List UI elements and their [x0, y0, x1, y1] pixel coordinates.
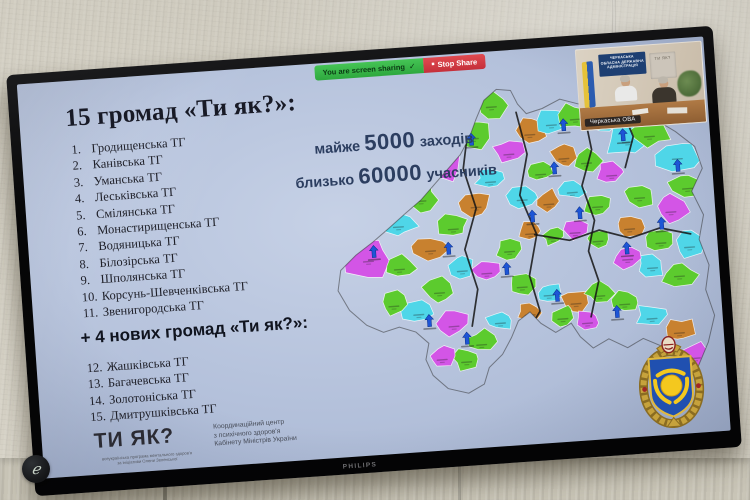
participant-marker-icon [551, 288, 565, 305]
participant-marker-icon [442, 241, 456, 258]
participant-marker-icon [620, 241, 634, 258]
participant-marker-icon [526, 209, 540, 226]
stat-number: 60000 [357, 159, 423, 189]
administration-sign: ЧЕРКАСЬКА ОБЛАСНА ДЕРЖАВНА АДМІНІСТРАЦІЯ [598, 51, 647, 77]
list-item-number: 13. [87, 376, 105, 392]
participant-marker-icon [465, 132, 479, 149]
list-item-number: 1. [71, 142, 82, 157]
screen-sharing-label: You are screen sharing [322, 62, 406, 78]
tv-brand-logo: PHILIPS [342, 461, 378, 471]
video-call-thumbnail[interactable]: ЧЕРКАСЬКА ОБЛАСНА ДЕРЖАВНА АДМІНІСТРАЦІЯ… [574, 40, 708, 132]
list-item-number: 14. [88, 392, 106, 408]
list-item-number: 3. [73, 174, 84, 190]
participant-marker-icon [461, 331, 475, 348]
papers [667, 107, 688, 114]
stop-icon: ■ [431, 61, 435, 68]
camera-watermark-icon: ℯ [22, 455, 50, 483]
ty-yak-logo: ТИ ЯК? [93, 424, 176, 453]
new-communities-list: 12. Жашківська ТГ 13. Багачевська ТГ 14. Зо… [86, 352, 217, 426]
list-item-number: 12. [86, 360, 103, 376]
list-item-number: 5. [75, 207, 86, 223]
list-item-number: 9. [80, 272, 91, 288]
tv-screen: You are screen sharing ✓ ■ Stop Share 15… [16, 36, 731, 479]
ukraine-flag [581, 60, 596, 109]
screen-sharing-status-pill: You are screen sharing ✓ [314, 58, 425, 81]
coat-of-arms-svg [639, 335, 705, 429]
oblast-map [316, 71, 722, 426]
participant-marker-icon [611, 304, 625, 321]
participant-marker-icon [548, 161, 562, 178]
coat-of-arms [635, 333, 708, 438]
participant-marker-icon [616, 128, 631, 145]
raion-borders [462, 104, 692, 327]
list-item-number: 2. [72, 158, 83, 174]
participant-man [651, 76, 677, 105]
screen-share-toolbar: You are screen sharing ✓ ■ Stop Share [314, 53, 486, 81]
map-markers [367, 118, 685, 348]
tv-frame: You are screen sharing ✓ ■ Stop Share 15… [6, 25, 742, 497]
participant-marker-icon [500, 262, 514, 278]
list-item-number: 4. [74, 191, 85, 206]
stop-share-button[interactable]: ■ Stop Share [423, 53, 486, 74]
stat-word: заходів [419, 130, 474, 151]
list-item-number: 7. [77, 240, 89, 255]
list-item-number: 11. [82, 305, 99, 321]
stat-word: майже [313, 138, 361, 158]
oblast-map-svg [337, 88, 716, 394]
list-item-number: 10. [81, 288, 98, 304]
plant [676, 69, 703, 98]
participant-marker-icon [423, 314, 437, 330]
stop-share-label: Stop Share [437, 57, 478, 70]
coordination-center-text: Координаційний центр з психічного здоров… [213, 418, 297, 449]
participant-woman [614, 74, 638, 102]
communities-list: 1. Гродищенська ТГ 2. Канівська ТГ 3. Уманс… [71, 131, 250, 322]
participant-marker-icon [671, 158, 685, 175]
list-item-number: 6. [76, 223, 88, 239]
wall-poster: ТИ ЯК? [649, 51, 677, 80]
participant-marker-icon [573, 206, 587, 223]
participant-marker-icon [557, 118, 571, 135]
hair [657, 76, 669, 84]
check-icon: ✓ [408, 61, 416, 72]
wall-panel-seam [612, 0, 616, 58]
stat-word: учасників [426, 162, 498, 184]
hair [619, 74, 631, 83]
participant-marker-icon [367, 245, 381, 261]
participant-marker-icon [655, 216, 669, 233]
list-item-number: 15. [89, 409, 107, 425]
stat-word: близько [294, 172, 355, 193]
list-item-number: 8. [79, 256, 90, 272]
body [614, 85, 638, 102]
stat-number: 5000 [363, 126, 416, 156]
slide-title: 15 громад «Ти як?»: [64, 89, 297, 133]
